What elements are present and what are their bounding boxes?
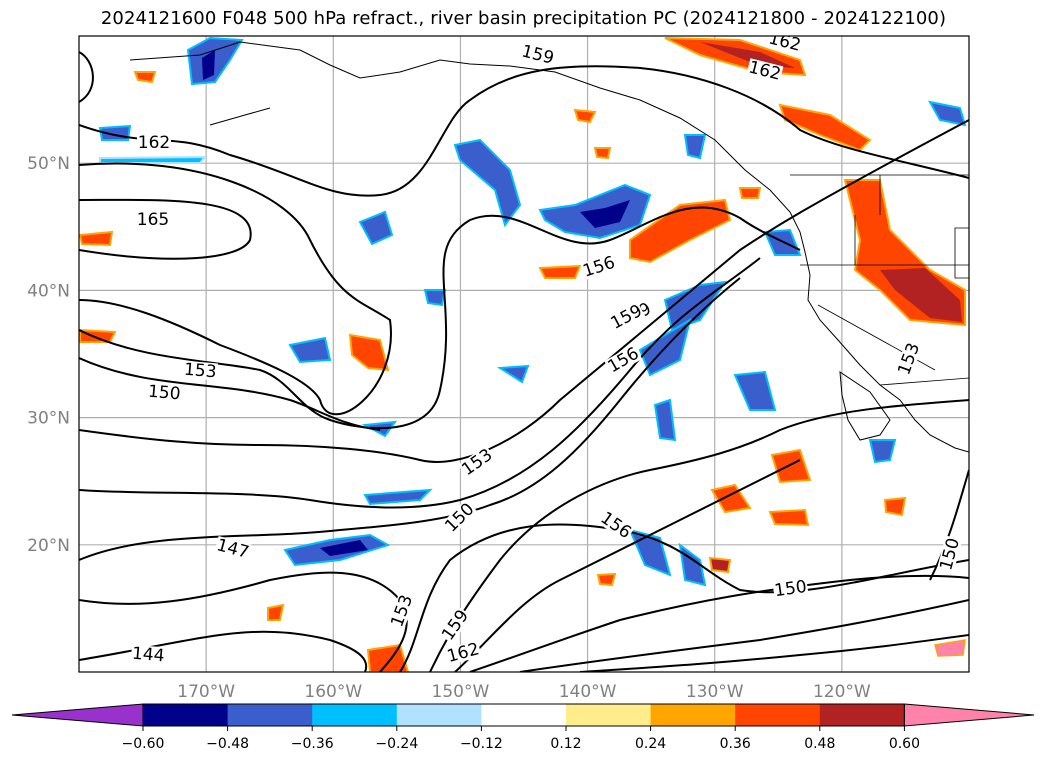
map-border: [78, 35, 970, 673]
contour-label-bg: [387, 591, 416, 630]
contour-label-bg: [441, 499, 478, 536]
lon-tick-label: 120°W: [813, 682, 871, 702]
contour-label-bg: [182, 360, 218, 381]
contour-label-bg: [604, 344, 643, 376]
contour-label-bg: [130, 644, 166, 665]
contour-label-bg: [766, 36, 804, 54]
lat-tick-label: 30°N: [27, 409, 70, 429]
contour-label: 150: [147, 382, 181, 405]
contour-label: 144: [131, 644, 165, 667]
contour-label-bg: [438, 606, 472, 644]
contour-label-bg: [214, 536, 252, 562]
lon-tick-label: 170°W: [177, 682, 235, 702]
positive-anomaly-areas: [79, 37, 966, 672]
contour-label: 162: [138, 133, 170, 153]
lat-tick-label: 40°N: [27, 281, 70, 301]
colorbar-segment: [481, 704, 567, 726]
colorbar-tick-label: −0.60: [122, 736, 165, 752]
contour-label-bg: [458, 445, 496, 479]
lon-tick-label: 130°W: [686, 682, 744, 702]
colorbar-segment: [143, 704, 229, 726]
contour-labels: 1621621591651561591561531501531501471531…: [130, 36, 964, 667]
colorbar-tick-label: 0.24: [635, 736, 666, 752]
contour-label-bg: [519, 42, 557, 67]
colorbar-segment: [227, 704, 313, 726]
colorbar-segment: [650, 704, 736, 726]
colorbar-extend-high: [903, 703, 1035, 727]
colorbar-tick-label: 0.48: [804, 736, 835, 752]
colorbar-tick-label: −0.48: [206, 736, 249, 752]
contour-label-bg: [137, 134, 171, 151]
contour-label-bg: [146, 382, 182, 403]
longitude-labels: 170°W 160°W 150°W 140°W 130°W 120°W: [177, 682, 871, 702]
lat-tick-label: 50°N: [27, 154, 70, 174]
contour-label: 150: [773, 577, 808, 601]
colorbar-segment: [819, 704, 905, 726]
contour-label: 153: [183, 360, 217, 383]
map-area: [79, 36, 969, 672]
contour-label-bg: [772, 577, 809, 600]
colorbar-outline: [142, 703, 905, 727]
colorbar-tick-label: −0.36: [291, 736, 334, 752]
colorbar-segment: [566, 704, 652, 726]
lon-tick-label: 140°W: [559, 682, 617, 702]
colorbar: −0.60 −0.48 −0.36 −0.24 −0.12 0.12 0.24 0.36 0.4…: [11, 703, 1035, 752]
colorbar-segment: [735, 704, 821, 726]
contour-label-bg: [746, 58, 784, 83]
lat-tick-label: 20°N: [27, 536, 70, 556]
colorbar-tick-label: −0.12: [460, 736, 503, 752]
latitude-labels: 50°N 40°N 30°N 20°N: [27, 154, 70, 556]
colorbar-tick-label: −0.24: [375, 736, 418, 752]
contour-label-bg: [607, 301, 646, 333]
colorbar-tick-label: 0.12: [550, 736, 581, 752]
contour-label-bg: [444, 640, 482, 666]
colorbar-segment: [396, 704, 482, 726]
colorbar-extend-low: [11, 703, 144, 727]
contour-label-bg: [597, 508, 635, 542]
contour-label: 165: [137, 210, 169, 230]
contour-label-bg: [136, 211, 170, 228]
lon-tick-label: 150°W: [432, 682, 490, 702]
contour-label-bg: [894, 339, 923, 378]
colorbar-segment: [312, 704, 398, 726]
figure-title: 2024121600 F048 500 hPa refract., river …: [100, 8, 947, 29]
lon-tick-label: 160°W: [304, 682, 362, 702]
contour-label-bg: [580, 253, 618, 281]
colorbar-tick-label: 0.36: [720, 736, 751, 752]
colorbar-tick-label: 0.60: [889, 736, 920, 752]
